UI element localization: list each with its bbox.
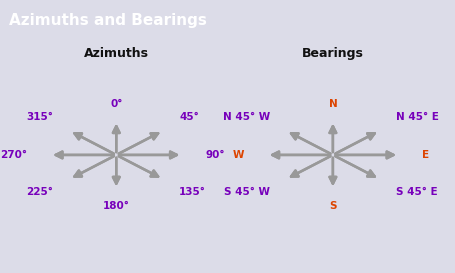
Text: 180°: 180° [103,201,129,211]
Text: E: E [421,150,428,160]
Text: 270°: 270° [0,150,27,160]
Text: 0°: 0° [110,99,122,109]
Text: 135°: 135° [179,188,206,197]
Text: 315°: 315° [26,112,53,122]
Text: Bearings: Bearings [301,47,363,60]
Text: N: N [328,99,337,109]
Text: Azimuths and Bearings: Azimuths and Bearings [9,13,207,28]
Text: S 45° E: S 45° E [395,188,436,197]
Text: 45°: 45° [179,112,198,122]
Text: S: S [329,201,336,211]
Text: Azimuths: Azimuths [84,47,148,60]
Text: S 45° W: S 45° W [223,188,269,197]
Text: N 45° W: N 45° W [222,112,269,122]
Text: 225°: 225° [26,188,53,197]
Text: N 45° E: N 45° E [395,112,438,122]
Text: W: W [232,150,243,160]
Text: 90°: 90° [205,150,224,160]
